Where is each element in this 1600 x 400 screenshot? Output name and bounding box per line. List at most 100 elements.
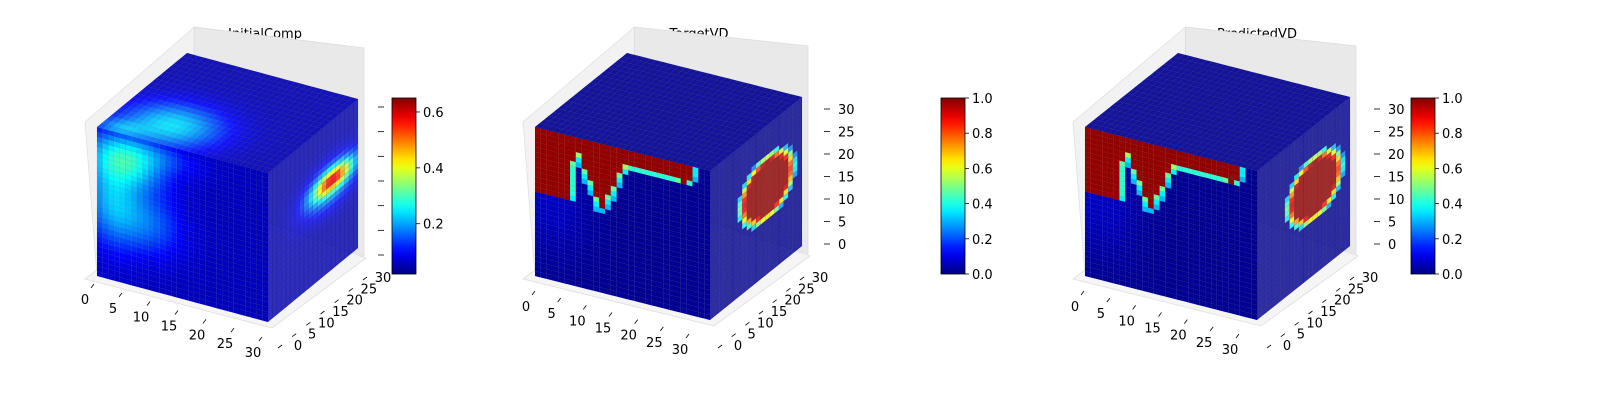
y-tick-label: 0 [294, 339, 302, 354]
x-tick-label: 10 [569, 314, 586, 329]
voxel-top-face [96, 52, 359, 174]
colorbar-tick-label: 0.8 [1442, 127, 1463, 142]
y-tick-label: 10 [1306, 316, 1323, 331]
z-tick-label: 25 [838, 126, 855, 141]
z-tick-label: 20 [1388, 148, 1405, 163]
x-tick-mark [202, 319, 207, 324]
y-tick-mark [1266, 344, 1272, 349]
y-tick-label: 15 [332, 305, 349, 320]
x-tick-mark [660, 326, 664, 332]
voxel-top-face [534, 52, 803, 172]
x-tick-mark [1158, 312, 1162, 317]
x-tick-mark [1184, 319, 1188, 324]
x-tick-label: 20 [1170, 329, 1187, 344]
colorbar-tick-label: 0.6 [972, 162, 993, 177]
z-tick-label: 10 [838, 193, 855, 208]
z-tick-label: 30 [838, 103, 855, 118]
colorbar-tick-label: 0.0 [1442, 268, 1463, 283]
x-tick-label: 25 [1196, 336, 1213, 351]
x-tick-label: 5 [1097, 307, 1105, 322]
colorbar-tick-label: 0.0 [972, 268, 993, 283]
z-tick-label: 25 [1388, 126, 1405, 141]
x-tick-mark [1106, 297, 1111, 303]
y-tick-mark [1349, 276, 1355, 281]
x-tick-label: 30 [672, 343, 689, 358]
x-tick-label: 0 [1071, 300, 1079, 315]
z-tick-label: 15 [838, 171, 855, 186]
y-tick-mark [786, 288, 791, 292]
colorbar-tick-label: 0.4 [423, 162, 444, 177]
x-tick-label: 5 [548, 307, 556, 322]
x-tick-mark [258, 336, 263, 342]
z-tick-label: 15 [1388, 171, 1405, 186]
y-tick-label: 25 [1348, 282, 1365, 297]
z-tick-label: 30 [1388, 103, 1405, 118]
y-tick-label: 0 [734, 339, 742, 354]
y-tick-mark [277, 344, 283, 349]
colorbar-tick-label: 0.4 [972, 198, 993, 213]
x-tick-mark [1209, 326, 1214, 332]
x-tick-mark [557, 297, 561, 303]
panel-TargetVD: TargetVD05101520253005101520253005101520… [522, 26, 993, 358]
x-tick-mark [583, 305, 587, 310]
x-tick-label: 30 [245, 346, 262, 361]
colorbar [940, 97, 966, 275]
y-tick-mark [731, 333, 736, 337]
y-tick-mark [1322, 299, 1327, 303]
y-tick-label: 30 [1362, 271, 1379, 286]
y-tick-label: 20 [1334, 294, 1351, 309]
voxel-side-face [1256, 96, 1351, 321]
colorbar-tick-label: 1.0 [1442, 92, 1463, 107]
voxel-front-face [534, 126, 711, 321]
y-tick-mark [1294, 322, 1299, 326]
x-tick-label: 15 [161, 320, 178, 335]
x-tick-label: 20 [189, 328, 206, 343]
colorbar-tick-label: 0.6 [1442, 162, 1463, 177]
x-tick-mark [1235, 333, 1240, 339]
y-tick-label: 30 [812, 271, 829, 286]
y-tick-label: 5 [748, 328, 756, 343]
y-tick-mark [717, 344, 723, 349]
x-tick-mark [1132, 305, 1136, 310]
y-tick-mark [1335, 288, 1341, 292]
y-tick-label: 20 [784, 294, 801, 309]
x-tick-label: 25 [217, 337, 234, 352]
colorbar-tick-label: 0.2 [1442, 233, 1463, 248]
y-tick-label: 15 [1320, 305, 1337, 320]
z-tick-label: 20 [838, 148, 855, 163]
y-tick-label: 5 [308, 328, 316, 343]
x-tick-mark [1080, 290, 1085, 296]
x-tick-mark [608, 312, 613, 317]
y-tick-mark [745, 322, 750, 326]
x-tick-mark [90, 283, 95, 289]
y-tick-label: 25 [361, 282, 378, 297]
y-tick-label: 25 [798, 282, 815, 297]
z-tick-label: 10 [1388, 193, 1405, 208]
x-tick-label: 5 [109, 302, 117, 317]
x-tick-label: 0 [522, 300, 530, 315]
x-tick-label: 30 [1222, 343, 1239, 358]
y-tick-label: 5 [1297, 328, 1305, 343]
y-tick-mark [348, 288, 354, 292]
z-tick-label: 5 [838, 216, 846, 231]
voxel-front-face [1084, 126, 1258, 321]
x-tick-mark [118, 292, 123, 298]
y-tick-label: 10 [757, 316, 774, 331]
colorbar-tick-label: 0.2 [423, 218, 444, 233]
colorbar-tick-label: 0.6 [423, 106, 444, 121]
y-tick-label: 10 [318, 316, 335, 331]
x-tick-label: 10 [133, 311, 150, 326]
x-tick-mark [531, 290, 536, 296]
x-tick-label: 15 [595, 322, 612, 337]
x-tick-mark [230, 327, 235, 333]
y-tick-label: 30 [375, 271, 392, 286]
y-tick-label: 15 [771, 305, 788, 320]
y-tick-mark [1308, 310, 1313, 315]
y-tick-mark [362, 276, 368, 281]
y-tick-mark [320, 310, 325, 315]
y-tick-mark [799, 276, 805, 281]
voxel-side-face [267, 98, 359, 323]
